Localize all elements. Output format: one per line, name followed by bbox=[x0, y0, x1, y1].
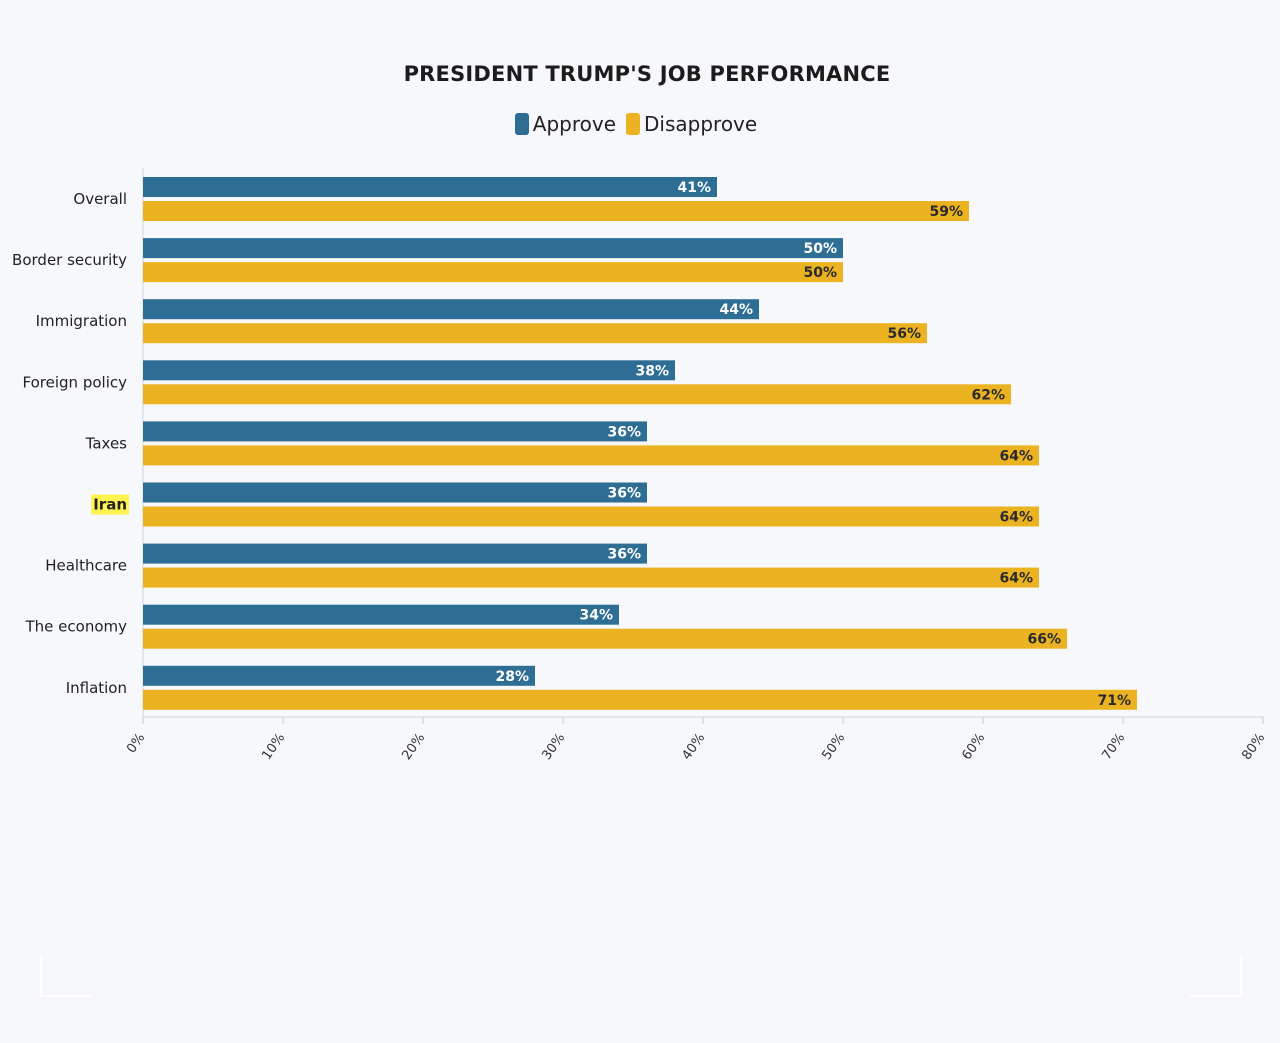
bar-approve-immigration bbox=[143, 299, 759, 320]
chart-title: PRESIDENT TRUMP'S JOB PERFORMANCE bbox=[403, 62, 891, 86]
category-label-inflation: Inflation bbox=[66, 679, 127, 697]
bar-disapprove-the-economy bbox=[143, 628, 1067, 649]
bar-approve-healthcare bbox=[143, 543, 647, 564]
bar-approve-border-security bbox=[143, 238, 843, 259]
legend-item-approve[interactable]: Approve bbox=[514, 112, 617, 136]
x-tick-label-30: 30% bbox=[539, 731, 568, 763]
bar-label-approve-inflation: 28% bbox=[495, 669, 529, 685]
bar-label-approve-border-security: 50% bbox=[803, 241, 837, 257]
bar-approve-overall bbox=[143, 177, 717, 197]
bar-label-approve-the-economy: 34% bbox=[579, 608, 613, 624]
bar-approve-the-economy bbox=[143, 604, 619, 625]
category-label-immigration: Immigration bbox=[36, 312, 127, 330]
bar-disapprove-overall bbox=[143, 201, 969, 221]
category-label-foreign-policy: Foreign policy bbox=[23, 373, 128, 391]
bar-label-disapprove-the-economy: 66% bbox=[1027, 632, 1061, 648]
bar-label-disapprove-healthcare: 64% bbox=[999, 571, 1033, 587]
bar-label-approve-foreign-policy: 38% bbox=[635, 363, 669, 379]
bar-approve-foreign-policy bbox=[143, 360, 675, 381]
category-label-the-economy: The economy bbox=[25, 618, 128, 636]
legend-label-disapprove: Disapprove bbox=[644, 112, 758, 136]
chart-legend: Approve Disapprove bbox=[0, 112, 1272, 136]
bar-disapprove-inflation bbox=[143, 689, 1137, 710]
bar-label-disapprove-immigration: 56% bbox=[887, 326, 921, 342]
category-label-overall: Overall bbox=[73, 190, 127, 208]
bar-label-disapprove-foreign-policy: 62% bbox=[971, 387, 1005, 403]
x-tick-label-0: 0% bbox=[124, 731, 148, 756]
bar-label-disapprove-iran: 64% bbox=[999, 510, 1033, 526]
bar-label-disapprove-border-security: 50% bbox=[803, 265, 837, 281]
bar-label-approve-iran: 36% bbox=[607, 486, 641, 502]
bar-disapprove-foreign-policy bbox=[143, 384, 1011, 405]
x-tick-label-50: 50% bbox=[819, 731, 848, 763]
x-tick-label-70: 70% bbox=[1099, 731, 1128, 763]
bar-label-disapprove-overall: 59% bbox=[929, 204, 963, 220]
legend-item-disapprove[interactable]: Disapprove bbox=[626, 112, 757, 136]
bar-label-approve-taxes: 36% bbox=[607, 424, 641, 440]
bar-disapprove-immigration bbox=[143, 323, 927, 344]
bar-approve-iran bbox=[143, 482, 647, 503]
bar-disapprove-taxes bbox=[143, 445, 1039, 466]
category-label-border-security: Border security bbox=[12, 251, 127, 269]
legend-swatch-approve bbox=[514, 113, 529, 135]
category-label-healthcare: Healthcare bbox=[45, 557, 127, 575]
bar-label-approve-overall: 41% bbox=[677, 180, 711, 196]
bar-label-approve-healthcare: 36% bbox=[607, 547, 641, 563]
bar-disapprove-iran bbox=[143, 506, 1039, 527]
x-tick-label-60: 60% bbox=[959, 731, 988, 763]
x-tick-label-80: 80% bbox=[1239, 731, 1268, 763]
bar-approve-taxes bbox=[143, 421, 647, 442]
x-tick-label-10: 10% bbox=[259, 731, 288, 763]
bar-disapprove-healthcare bbox=[143, 567, 1039, 588]
legend-swatch-disapprove bbox=[626, 113, 641, 135]
category-label-taxes: Taxes bbox=[85, 434, 128, 452]
corner-bracket-bottom-left bbox=[40, 955, 92, 997]
category-label-iran: Iran bbox=[93, 496, 127, 514]
bar-approve-inflation bbox=[143, 665, 535, 686]
x-tick-label-20: 20% bbox=[399, 731, 428, 763]
legend-label-approve: Approve bbox=[532, 112, 617, 136]
bar-label-disapprove-taxes: 64% bbox=[999, 448, 1033, 464]
category-highlight-iran bbox=[91, 494, 129, 515]
bar-label-approve-immigration: 44% bbox=[719, 302, 753, 318]
x-tick-label-40: 40% bbox=[679, 731, 708, 763]
corner-bracket-bottom-right bbox=[1190, 955, 1242, 997]
bar-label-disapprove-inflation: 71% bbox=[1097, 693, 1131, 709]
bar-disapprove-border-security bbox=[143, 262, 843, 283]
